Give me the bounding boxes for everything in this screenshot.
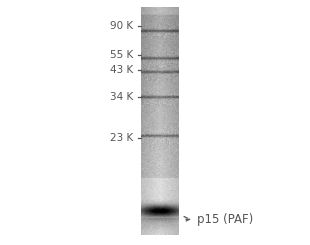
Text: 23 K: 23 K [110,134,133,143]
Text: 34 K: 34 K [110,92,133,102]
Text: p15 (PAF): p15 (PAF) [197,213,253,226]
Text: 43 K: 43 K [110,65,133,75]
Text: 55 K: 55 K [110,50,133,60]
Text: 90 K: 90 K [110,21,133,31]
